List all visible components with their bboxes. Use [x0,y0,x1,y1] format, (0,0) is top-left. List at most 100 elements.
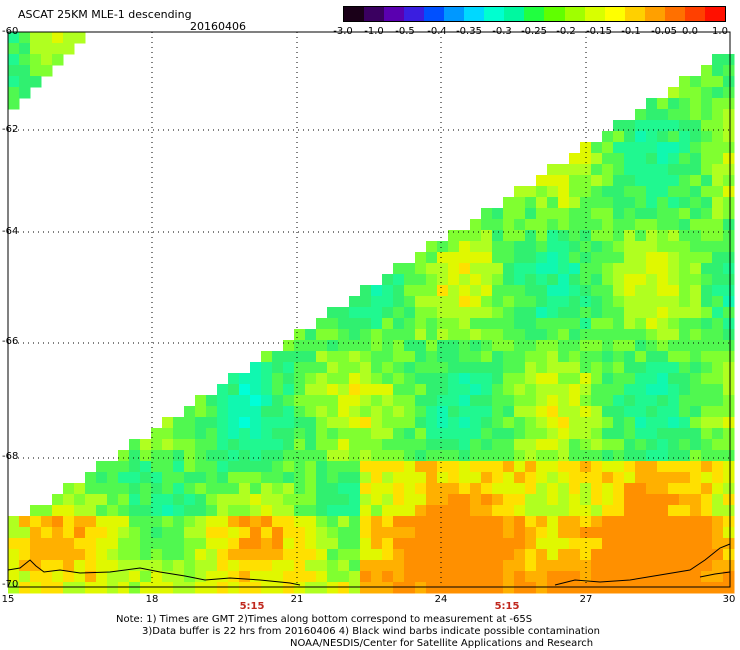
wind-cell [690,362,702,374]
wind-cell [492,450,504,462]
wind-cell [558,384,570,396]
wind-cell [723,351,735,363]
wind-cell [635,351,647,363]
coastline [7,559,301,586]
wind-cell [668,87,680,99]
coastline [554,543,731,586]
wind-cell [657,186,669,198]
wind-cell [30,32,42,44]
wind-cell [470,230,482,242]
wind-cell [701,351,713,363]
wind-cell [668,329,680,341]
wind-cell [591,241,603,253]
wind-cell [393,395,405,407]
wind-cell [173,571,185,583]
wind-cell [547,241,559,253]
wind-cell [481,538,493,550]
wind-cell [272,494,284,506]
wind-cell [96,538,108,550]
wind-cell [481,307,493,319]
wind-cell [261,439,273,451]
wind-cell [448,241,460,253]
wind-cell [261,560,273,572]
wind-cell [503,417,515,429]
wind-cell [437,296,449,308]
wind-cell [602,461,614,473]
wind-cell [525,450,537,462]
wind-cell [338,450,350,462]
wind-cell [591,560,603,572]
wind-cell [701,241,713,253]
wind-cell [679,549,691,561]
wind-cell [569,219,581,231]
wind-cell [657,483,669,495]
wind-cell [305,406,317,418]
wind-cell [338,406,350,418]
wind-cell [536,483,548,495]
wind-cell [657,241,669,253]
wind-cell [591,318,603,330]
wind-cell [646,329,658,341]
wind-cell [646,142,658,154]
wind-cell [514,461,526,473]
wind-cell [217,538,229,550]
wind-cell [107,549,119,561]
wind-cell [349,329,361,341]
wind-cell [668,307,680,319]
wind-cell [690,98,702,110]
wind-cell [635,208,647,220]
colorbar-swatch [364,7,385,21]
wind-cell [382,417,394,429]
wind-cell [536,241,548,253]
wind-cell [393,285,405,297]
wind-cell [415,560,427,572]
wind-cell [679,384,691,396]
wind-cell [349,428,361,440]
wind-cell [393,571,405,583]
wind-cell [19,549,31,561]
wind-cell [470,219,482,231]
wind-cell [580,582,592,594]
wind-cell [668,186,680,198]
wind-cell [360,483,372,495]
wind-cell [668,131,680,143]
wind-cell [635,285,647,297]
wind-cell [426,571,438,583]
wind-cell [382,351,394,363]
wind-cell [481,560,493,572]
wind-cell [668,142,680,154]
wind-cell [580,494,592,506]
wind-cell [536,428,548,440]
wind-cell [635,362,647,374]
wind-cell [712,395,724,407]
wind-cell [327,549,339,561]
wind-cell [261,406,273,418]
wind-cell [613,208,625,220]
wind-cell [327,384,339,396]
wind-cell [294,571,306,583]
wind-cell [591,153,603,165]
wind-cell [690,450,702,462]
wind-cell [569,186,581,198]
wind-cell [228,384,240,396]
wind-cell [107,560,119,572]
wind-cell [547,384,559,396]
wind-cell [151,472,163,484]
wind-cell [668,175,680,187]
wind-cell [525,582,537,594]
wind-cell [382,450,394,462]
wind-cell [118,538,130,550]
wind-cell [558,571,570,583]
wind-cell [536,417,548,429]
wind-cell [371,285,383,297]
wind-cell [690,87,702,99]
wind-cell [679,197,691,209]
wind-cell [415,395,427,407]
wind-cell [404,384,416,396]
wind-cell [272,417,284,429]
wind-cell [184,406,196,418]
wind-cell [514,362,526,374]
wind-cell [129,560,141,572]
wind-cell [580,263,592,275]
wind-cell [107,527,119,539]
